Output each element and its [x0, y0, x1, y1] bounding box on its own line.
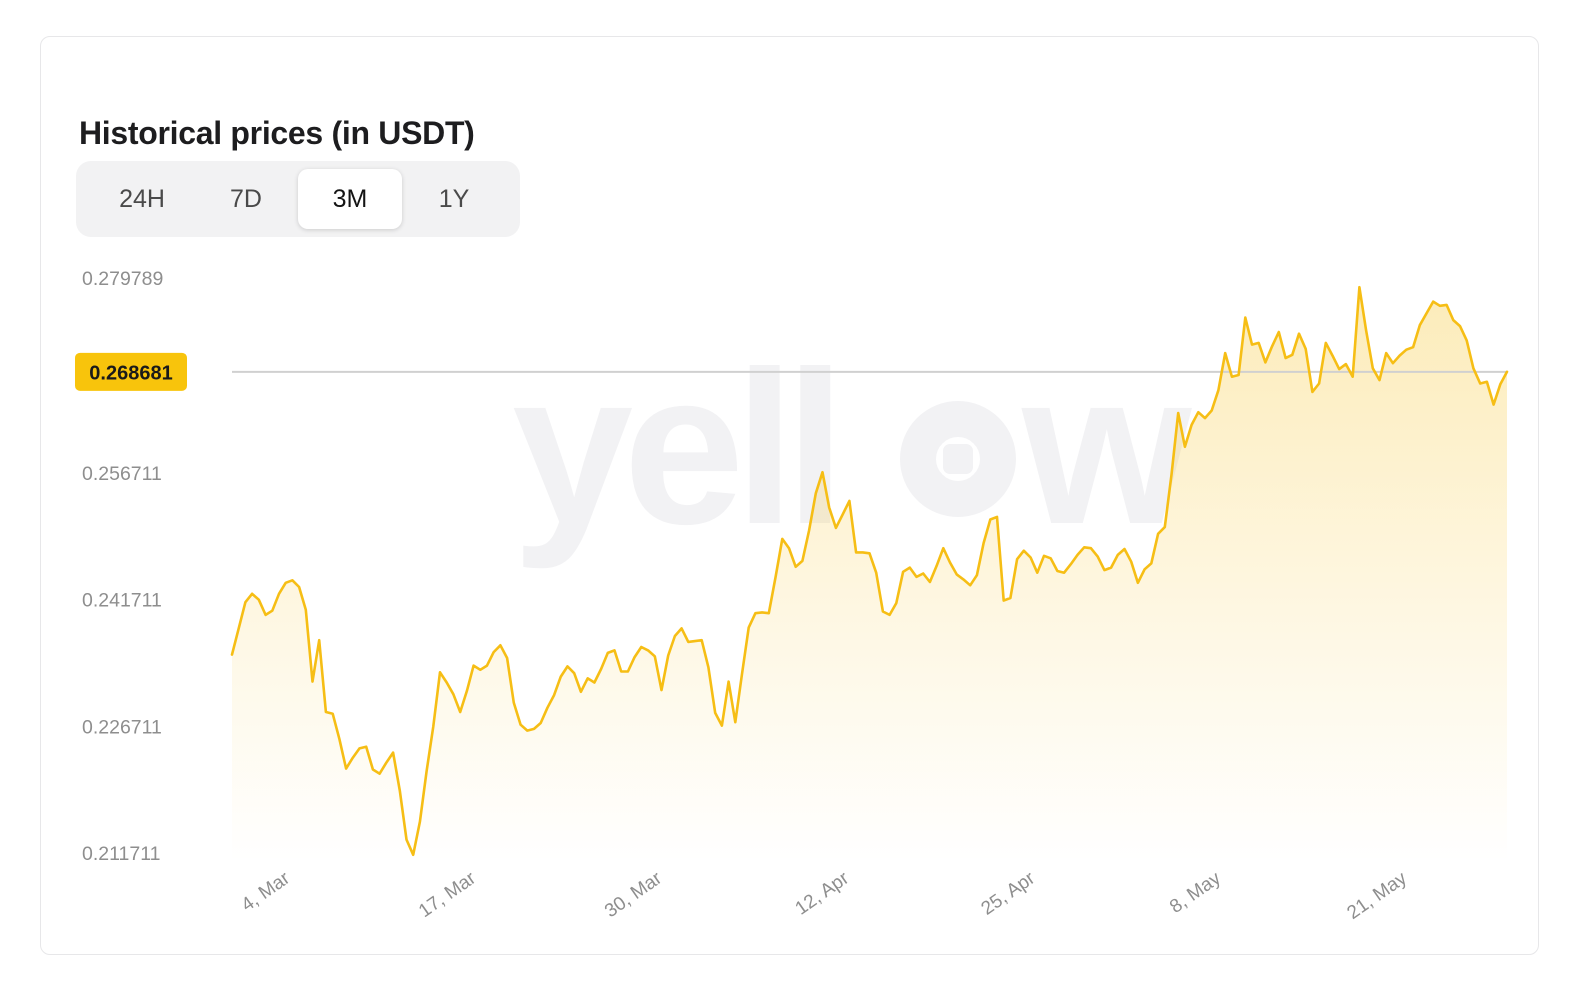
plot-area[interactable]	[230, 285, 1509, 862]
page-title: Historical prices (in USDT)	[79, 115, 475, 151]
tab-3m[interactable]: 3M	[298, 169, 402, 229]
range-tabs: 24H 7D 3M 1Y	[76, 161, 520, 237]
tab-1y[interactable]: 1Y	[402, 169, 506, 229]
price-area	[232, 287, 1507, 862]
tab-24h[interactable]: 24H	[90, 169, 194, 229]
tab-7d[interactable]: 7D	[194, 169, 298, 229]
price-line	[230, 285, 1509, 857]
